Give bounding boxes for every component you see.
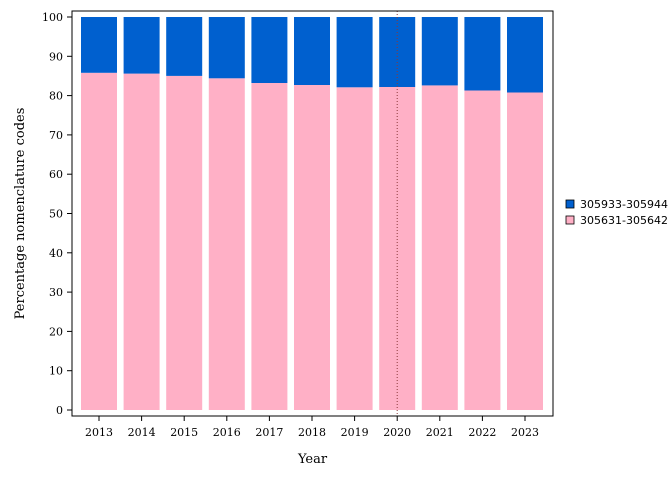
- y-tick-label-50: 50: [49, 208, 63, 221]
- y-tick-label-100: 100: [42, 11, 63, 24]
- x-tick-label-2014: 2014: [128, 426, 156, 439]
- legend-label-2: 305631-305642: [580, 214, 668, 227]
- x-axis-title: Year: [297, 452, 328, 467]
- x-tick-label-2023: 2023: [511, 426, 539, 439]
- bar-2016-series-1: [208, 78, 245, 411]
- y-axis-title: Percentage nomenclature codes: [13, 108, 28, 320]
- x-tick-label-2021: 2021: [426, 426, 454, 439]
- x-tick-label-2019: 2019: [341, 426, 369, 439]
- bar-2014-series-1: [123, 73, 160, 410]
- x-tick-label-2018: 2018: [298, 426, 326, 439]
- bar-2018-series-2: [294, 17, 330, 85]
- bar-2021-series-1: [421, 85, 458, 411]
- bar-2013-series-2: [81, 17, 117, 73]
- y-tick-label-80: 80: [49, 90, 63, 103]
- x-tick-label-2015: 2015: [170, 426, 198, 439]
- bar-2023-series-1: [507, 92, 543, 410]
- legend: 305933-305944 305631-305642: [565, 198, 668, 227]
- bar-2022-series-2: [464, 17, 501, 91]
- bar-2017-series-2: [251, 17, 288, 83]
- bar-2014-series-2: [123, 17, 160, 74]
- bar-2013-series-1: [81, 72, 117, 411]
- bar-2018-series-1: [294, 85, 330, 410]
- bar-2022-series-1: [464, 90, 501, 410]
- x-tick-label-2013: 2013: [85, 426, 113, 439]
- bar-2015-series-2: [166, 17, 203, 76]
- bar-2019-series-1: [336, 87, 373, 411]
- bar-2019-series-2: [336, 17, 373, 88]
- bar-2015-series-1: [166, 75, 203, 411]
- bar-2017-series-1: [251, 83, 288, 410]
- y-tick-label-60: 60: [49, 168, 63, 181]
- bar-2023-series-2: [507, 17, 543, 93]
- x-tick-label-2022: 2022: [468, 426, 496, 439]
- y-tick-label-30: 30: [49, 286, 63, 299]
- legend-swatch-2: [565, 215, 575, 225]
- x-tick-label-2020: 2020: [383, 426, 411, 439]
- bar-2021-series-2: [421, 17, 458, 86]
- plot-area: [81, 11, 543, 416]
- axes: 0 10 20 30 40 50 60 70 80 90 100 2013 2014 2015 2016 20…: [42, 10, 554, 439]
- y-tick-label-70: 70: [49, 129, 63, 142]
- legend-label-1: 305933-305944: [580, 198, 668, 211]
- y-tick-label-0: 0: [56, 404, 63, 417]
- x-tick-label-2017: 2017: [255, 426, 283, 439]
- y-tick-label-10: 10: [49, 365, 63, 378]
- x-tick-label-2016: 2016: [213, 426, 241, 439]
- y-tick-label-40: 40: [49, 247, 63, 260]
- bar-2020-series-2: [379, 17, 416, 87]
- y-tick-label-20: 20: [49, 325, 63, 338]
- bar-2016-series-2: [208, 17, 245, 79]
- legend-swatch-1: [565, 199, 575, 209]
- y-tick-label-90: 90: [49, 50, 63, 63]
